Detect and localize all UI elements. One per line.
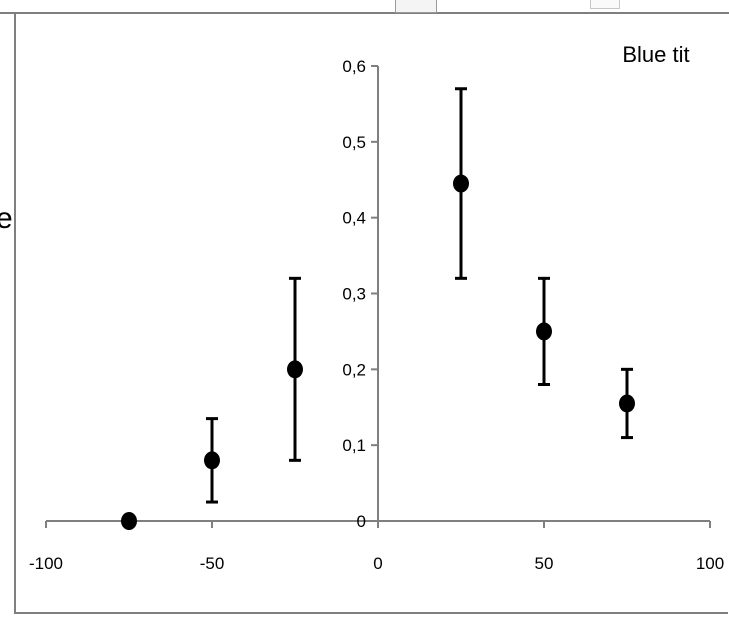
ticks-group: -100 -50 0 50 100 0 0,1 0,2 0,3 0,4 0,5 0,6 [29, 57, 724, 573]
error-bars-group [206, 87, 633, 504]
data-point [204, 451, 220, 470]
clipped-text-fragment: e [0, 202, 13, 235]
data-point [121, 512, 137, 530]
data-point [453, 174, 469, 193]
x-tick-label: -50 [200, 554, 225, 573]
data-point [287, 360, 303, 379]
y-tick-label: 0,1 [342, 436, 366, 455]
data-point [619, 394, 635, 413]
x-tick-label: 100 [696, 554, 724, 573]
chart-title: Blue tit [622, 42, 689, 67]
x-tick-label: -100 [29, 554, 63, 573]
y-tick-label: 0,4 [342, 209, 366, 228]
y-tick-label: 0,3 [342, 285, 366, 304]
y-tick-label: 0 [357, 512, 366, 531]
window-top-edge [0, 0, 729, 14]
y-tick-label: 0,2 [342, 360, 366, 379]
y-tick-label: 0,6 [342, 57, 366, 76]
x-tick-label: 0 [373, 554, 382, 573]
x-tick-label: 50 [535, 554, 554, 573]
data-point [536, 322, 552, 341]
y-tick-label: 0,5 [342, 133, 366, 152]
window-tab-fragment-2 [590, 0, 620, 9]
points-group [121, 174, 635, 530]
window-tab-fragment [395, 0, 437, 13]
